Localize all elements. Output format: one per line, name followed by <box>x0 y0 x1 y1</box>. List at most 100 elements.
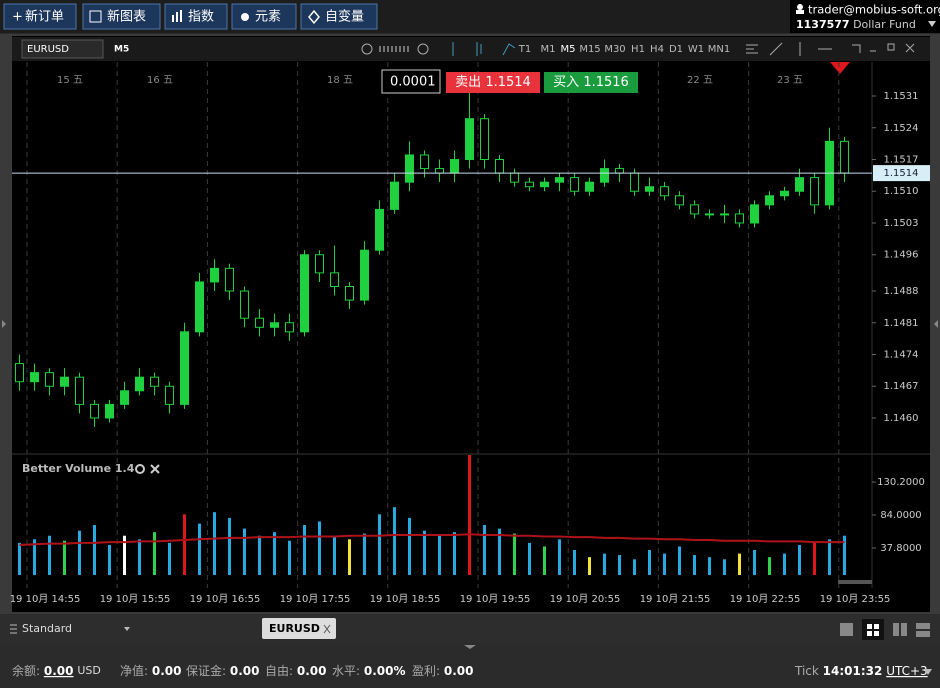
sell-button[interactable] <box>446 72 540 93</box>
volume-bar <box>273 532 276 575</box>
candle-body <box>480 118 489 160</box>
scrollbar[interactable] <box>838 580 872 584</box>
x-tick-label: 19 10月 20:55 <box>550 593 621 605</box>
volume-bar <box>48 535 51 575</box>
y-tick-label: 1.1474 <box>884 350 919 361</box>
menu-icon[interactable] <box>10 624 17 634</box>
button-label[interactable]: 元素 <box>255 10 281 25</box>
y-tick-label: 37.8000 <box>880 543 921 554</box>
status-item: 盈利: 0.00 <box>412 664 473 678</box>
sell-price: 1.1514 <box>485 75 531 90</box>
status-value[interactable]: 0.00 <box>44 664 74 678</box>
timeframe-button[interactable]: M15 <box>579 44 600 55</box>
y-tick-label: 1.1517 <box>884 155 919 166</box>
dropdown-arrow[interactable] <box>924 669 932 675</box>
tab-close[interactable] <box>323 624 331 634</box>
timeframe-button[interactable]: T1 <box>518 44 531 55</box>
x-tick-label: 19 10月 16:55 <box>190 593 261 605</box>
profile[interactable]: Standard <box>22 622 72 635</box>
button-label[interactable]: 新订单 <box>25 9 64 25</box>
timeframe-button[interactable]: D1 <box>669 44 683 55</box>
layout-button[interactable] <box>840 623 853 636</box>
volume-bar <box>108 545 111 575</box>
y-tick-label: 1.1488 <box>884 286 919 297</box>
symbol[interactable]: EURUSD <box>27 44 69 55</box>
symbol-select[interactable] <box>21 39 104 59</box>
volume-bar <box>528 542 531 575</box>
dropdown-arrow[interactable] <box>928 21 936 27</box>
button-label[interactable]: 自变量 <box>325 9 364 25</box>
x-tick-label: 19 10月 18:55 <box>370 593 441 605</box>
status-label: 保证金: <box>186 663 226 678</box>
zoom-out[interactable] <box>361 43 373 55</box>
y-tick-label: 1.1531 <box>884 91 919 102</box>
date-label: 18 五 <box>327 75 353 86</box>
dropdown-arrow[interactable] <box>124 627 130 631</box>
chart-type-icons[interactable] <box>452 42 516 56</box>
timeframe-button[interactable]: H4 <box>650 44 664 55</box>
date-label: 22 五 <box>687 75 713 86</box>
plus-icon: + <box>12 10 23 25</box>
volume-bar <box>513 533 516 575</box>
close-icon[interactable] <box>150 464 160 474</box>
candle-body <box>555 177 564 183</box>
chart-tab[interactable] <box>262 618 336 639</box>
button-label[interactable]: 新图表 <box>107 9 146 25</box>
status-value: 0.00 <box>444 664 474 678</box>
x-tick-label: 19 10月 23:55 <box>820 593 891 605</box>
y-tick-label: 1.1524 <box>884 123 919 134</box>
account-line[interactable]: 1137577 Dollar Fund <box>796 18 916 31</box>
status-item: 净值: 0.00 <box>120 663 181 678</box>
candle-body <box>705 213 714 216</box>
button-label[interactable]: 指数 <box>188 10 214 25</box>
status-value: 0.00 <box>152 664 182 678</box>
sell-text[interactable]: 卖出 1.1514 <box>455 75 531 90</box>
zoom-in[interactable] <box>417 43 429 55</box>
timeframe-button[interactable]: M1 <box>541 44 556 55</box>
tab-label[interactable]: EURUSD <box>269 622 320 635</box>
volume-bar <box>723 559 726 575</box>
volume-bar <box>663 553 666 575</box>
buy-button[interactable] <box>544 72 638 93</box>
buy-text[interactable]: 买入 1.1516 <box>553 75 629 90</box>
timeframe-button[interactable]: W1 <box>688 44 704 55</box>
status-label: 盈利: <box>412 664 440 678</box>
status-bar <box>0 652 940 688</box>
button[interactable] <box>300 3 378 30</box>
date-label: 16 五 <box>147 75 173 86</box>
account-box <box>790 0 940 33</box>
splitter[interactable] <box>464 645 476 649</box>
status-value: 0.00% <box>364 664 406 678</box>
trade-marker <box>830 62 850 74</box>
date-label: 23 五 <box>777 75 803 86</box>
volume-bar <box>138 539 141 575</box>
candle-body <box>105 403 114 419</box>
layout-button[interactable] <box>862 619 884 640</box>
candle-body <box>165 385 174 405</box>
status-value: 0.00 <box>297 664 327 678</box>
button[interactable] <box>164 3 228 30</box>
timeframe-button[interactable]: M5 <box>561 44 576 55</box>
volume-bar <box>423 530 426 575</box>
button[interactable] <box>82 3 161 30</box>
volume-bar <box>228 517 231 575</box>
candle-body <box>600 168 609 183</box>
timezone[interactable]: UTC+3 <box>886 664 927 678</box>
icon <box>308 9 320 25</box>
candle-body <box>645 186 654 192</box>
icon <box>241 13 249 21</box>
candle-body <box>765 195 774 206</box>
chart-tool-icons[interactable] <box>746 42 915 56</box>
timeframe-button[interactable]: MN1 <box>708 44 730 55</box>
timeframe-button[interactable]: M30 <box>604 44 625 55</box>
timeframe-button[interactable]: H1 <box>631 44 645 55</box>
user-icon <box>797 4 803 10</box>
user-name[interactable]: trader@mobius-soft.org <box>808 3 940 17</box>
zoom-slider[interactable] <box>379 46 409 52</box>
account-number: 1137577 <box>796 18 850 31</box>
layout-icon[interactable] <box>893 623 930 637</box>
volume-bar <box>558 539 561 575</box>
volume-bar <box>693 555 696 575</box>
settings-icon[interactable] <box>135 464 145 474</box>
button[interactable] <box>3 3 77 30</box>
